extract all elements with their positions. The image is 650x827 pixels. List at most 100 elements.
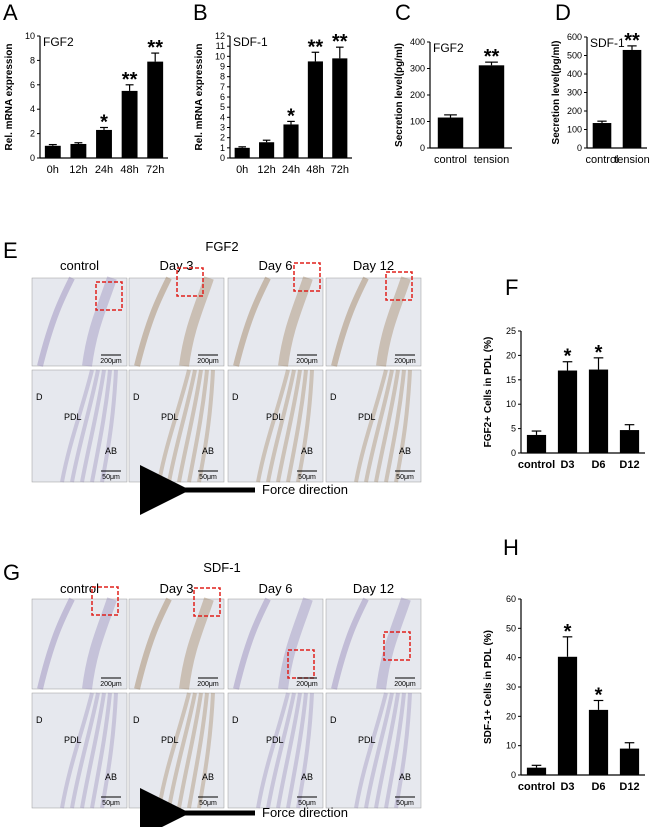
category-label: 12h xyxy=(257,164,275,176)
tissue-background xyxy=(128,369,225,483)
y-tick-label: 0 xyxy=(220,153,225,163)
y-tick-label: 600 xyxy=(567,32,582,42)
panel-label-h: H xyxy=(503,535,519,560)
y-tick-label: 8 xyxy=(220,72,225,82)
tissue-label-d: D xyxy=(232,392,239,402)
cell-streak xyxy=(100,692,118,809)
y-tick-label: 0 xyxy=(511,448,516,458)
tissue-band xyxy=(233,276,271,367)
bar-72h xyxy=(147,61,164,159)
bar-control xyxy=(526,434,547,453)
bar-24h xyxy=(283,124,299,158)
y-tick-label: 2 xyxy=(220,133,225,143)
significance-mark: ** xyxy=(122,69,138,91)
y-tick-label: 6 xyxy=(220,92,225,102)
y-tick-label: 10 xyxy=(215,51,225,61)
y-tick-label: 30 xyxy=(506,682,516,692)
column-title: control xyxy=(60,581,99,596)
category-label: D3 xyxy=(560,459,574,471)
panel-label-d: D xyxy=(555,0,571,25)
y-tick-label: 2 xyxy=(30,129,35,139)
stain-title: SDF-1 xyxy=(203,560,241,575)
y-tick-label: 300 xyxy=(567,88,582,98)
cell-streak xyxy=(354,692,388,809)
tissue-label-pdl: PDL xyxy=(358,412,376,422)
tissue-label-pdl: PDL xyxy=(358,735,376,745)
scale-bar-label: 50μm xyxy=(199,800,217,807)
cell-streak xyxy=(80,369,106,483)
tissue-background xyxy=(128,277,225,367)
category-label: control xyxy=(518,459,555,471)
cell-streak xyxy=(256,692,290,809)
significance-mark: * xyxy=(595,684,603,706)
cell-streak xyxy=(286,692,308,809)
bar-control xyxy=(526,767,547,775)
panel-label-a: A xyxy=(3,0,18,25)
tissue-label-ab: AB xyxy=(399,772,411,782)
high-mag-tile: D PDL AB 50μm xyxy=(227,369,324,483)
cell-streak xyxy=(60,692,94,809)
significance-mark: * xyxy=(287,105,295,127)
column-title: Day 6 xyxy=(259,258,293,273)
y-tick-label: 20 xyxy=(506,711,516,721)
cell-streak xyxy=(80,692,106,809)
y-tick-label: 4 xyxy=(220,112,225,122)
cell-streak xyxy=(394,692,412,809)
bar-D12 xyxy=(619,748,640,775)
y-tick-label: 12 xyxy=(215,31,225,41)
tissue-background xyxy=(325,369,422,483)
tissue-band xyxy=(233,597,271,690)
tissue-band xyxy=(37,276,75,367)
y-tick-label: 6 xyxy=(30,80,35,90)
cell-streak xyxy=(266,692,296,809)
category-label: D12 xyxy=(619,459,639,471)
tissue-label-d: D xyxy=(36,715,43,725)
tissue-label-d: D xyxy=(330,392,337,402)
significance-mark: ** xyxy=(147,37,163,59)
bar-D3 xyxy=(557,656,578,775)
low-mag-tile: 200μm xyxy=(128,267,225,367)
tissue-background xyxy=(31,692,128,809)
cell-streak xyxy=(187,692,209,809)
category-label: 0h xyxy=(47,164,59,176)
scale-bar-label: 200μm xyxy=(197,681,219,688)
force-label: Force direction xyxy=(262,805,348,820)
cell-streak xyxy=(256,369,290,483)
category-label: 12h xyxy=(69,164,87,176)
tissue-background xyxy=(227,598,324,690)
low-mag-tile: 200μm xyxy=(227,262,324,367)
bar-D6 xyxy=(588,709,609,775)
column-title: Day 12 xyxy=(353,258,394,273)
roi-box xyxy=(193,587,221,617)
cell-streak xyxy=(90,692,112,809)
tissue-label-d: D xyxy=(133,715,140,725)
tissue-band xyxy=(134,597,172,690)
series-label: FGF2 xyxy=(433,41,464,55)
y-tick-label: 9 xyxy=(220,62,225,72)
significance-mark: * xyxy=(595,342,603,364)
roi-box xyxy=(385,271,413,301)
bar-control xyxy=(592,123,612,148)
micrograph-panel-e: E FGF2 control 200μm D PDL AB 50μm Day 3 200μm D PD… xyxy=(3,238,422,515)
significance-mark: ** xyxy=(484,46,500,68)
panel-label-f: F xyxy=(505,275,518,300)
scale-bar-label: 50μm xyxy=(298,800,316,807)
tissue-label-ab: AB xyxy=(105,446,117,456)
high-mag-tile: D PDL AB 50μm xyxy=(128,692,225,809)
bar-control xyxy=(437,117,464,148)
y-tick-label: 500 xyxy=(567,51,582,61)
tissue-label-pdl: PDL xyxy=(64,735,82,745)
significance-mark: * xyxy=(100,112,108,134)
cell-streak xyxy=(276,692,302,809)
significance-mark: ** xyxy=(332,31,348,53)
column-title: Day 3 xyxy=(160,258,194,273)
cell-streak xyxy=(70,369,100,483)
y-tick-label: 10 xyxy=(506,741,516,751)
cell-streak xyxy=(394,369,412,483)
category-label: 48h xyxy=(306,164,324,176)
y-tick-label: 1 xyxy=(220,143,225,153)
tissue-background xyxy=(325,692,422,809)
low-mag-tile: 200μm xyxy=(31,276,128,367)
category-label: tension xyxy=(474,154,509,166)
panel-label-c: C xyxy=(395,0,411,25)
